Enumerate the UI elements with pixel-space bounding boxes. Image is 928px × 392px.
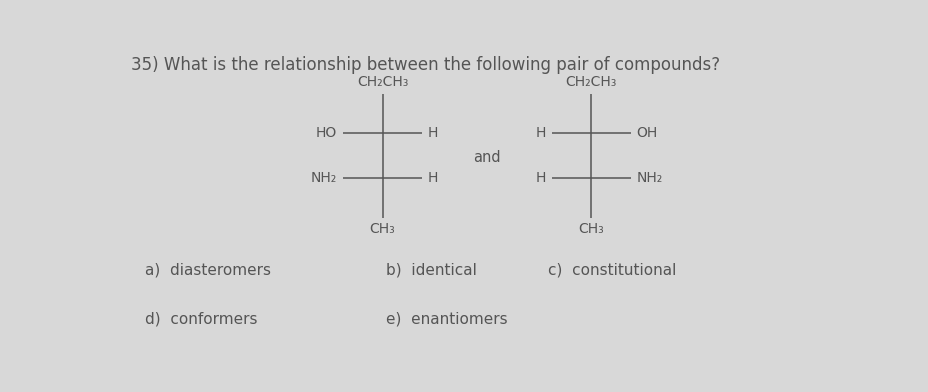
Text: b)  identical: b) identical	[386, 263, 476, 278]
Text: CH₃: CH₃	[578, 222, 603, 236]
Text: OH: OH	[636, 126, 657, 140]
Text: NH₂: NH₂	[636, 171, 663, 185]
Text: c)  constitutional: c) constitutional	[548, 263, 676, 278]
Text: CH₃: CH₃	[369, 222, 395, 236]
Text: 35) What is the relationship between the following pair of compounds?: 35) What is the relationship between the…	[130, 56, 719, 74]
Text: CH₂CH₃: CH₂CH₃	[565, 75, 616, 89]
Text: NH₂: NH₂	[311, 171, 337, 185]
Text: a)  diasteromers: a) diasteromers	[145, 263, 271, 278]
Text: CH₂CH₃: CH₂CH₃	[356, 75, 407, 89]
Text: e)  enantiomers: e) enantiomers	[386, 311, 508, 326]
Text: H: H	[535, 126, 546, 140]
Text: H: H	[428, 126, 438, 140]
Text: d)  conformers: d) conformers	[145, 311, 257, 326]
Text: H: H	[428, 171, 438, 185]
Text: HO: HO	[316, 126, 337, 140]
Text: and: and	[472, 150, 500, 165]
Text: H: H	[535, 171, 546, 185]
